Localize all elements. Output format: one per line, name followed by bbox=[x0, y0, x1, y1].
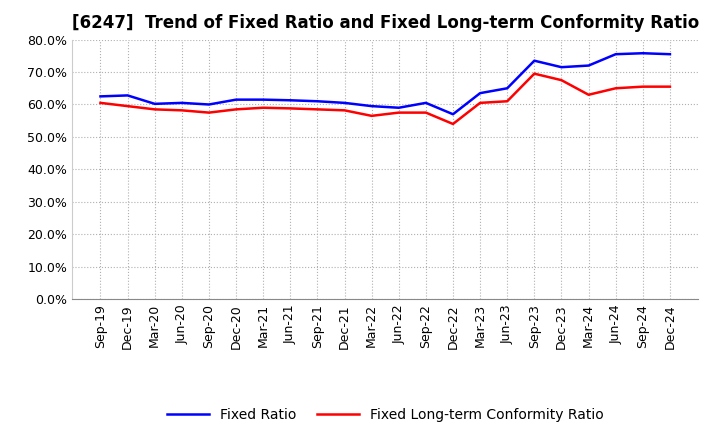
Fixed Long-term Conformity Ratio bbox=[178, 108, 186, 113]
Line: Fixed Ratio: Fixed Ratio bbox=[101, 53, 670, 114]
Title: [6247]  Trend of Fixed Ratio and Fixed Long-term Conformity Ratio: [6247] Trend of Fixed Ratio and Fixed Lo… bbox=[71, 15, 699, 33]
Fixed Long-term Conformity Ratio bbox=[232, 107, 240, 112]
Fixed Ratio bbox=[96, 94, 105, 99]
Fixed Ratio bbox=[611, 51, 620, 57]
Fixed Long-term Conformity Ratio bbox=[639, 84, 647, 89]
Fixed Ratio bbox=[232, 97, 240, 102]
Fixed Long-term Conformity Ratio bbox=[150, 107, 159, 112]
Fixed Ratio bbox=[449, 112, 457, 117]
Fixed Ratio bbox=[367, 103, 376, 109]
Fixed Ratio bbox=[584, 63, 593, 68]
Fixed Long-term Conformity Ratio bbox=[96, 100, 105, 106]
Fixed Long-term Conformity Ratio bbox=[476, 100, 485, 106]
Fixed Ratio bbox=[286, 98, 294, 103]
Fixed Long-term Conformity Ratio bbox=[611, 86, 620, 91]
Line: Fixed Long-term Conformity Ratio: Fixed Long-term Conformity Ratio bbox=[101, 73, 670, 124]
Fixed Long-term Conformity Ratio bbox=[584, 92, 593, 97]
Fixed Ratio bbox=[639, 51, 647, 56]
Fixed Ratio bbox=[503, 86, 511, 91]
Fixed Ratio bbox=[421, 100, 430, 106]
Fixed Ratio bbox=[557, 65, 566, 70]
Fixed Long-term Conformity Ratio bbox=[313, 107, 322, 112]
Fixed Long-term Conformity Ratio bbox=[421, 110, 430, 115]
Fixed Long-term Conformity Ratio bbox=[367, 113, 376, 118]
Fixed Ratio bbox=[476, 91, 485, 96]
Fixed Ratio bbox=[395, 105, 403, 110]
Fixed Ratio bbox=[341, 100, 349, 106]
Fixed Long-term Conformity Ratio bbox=[286, 106, 294, 111]
Fixed Long-term Conformity Ratio bbox=[341, 108, 349, 113]
Fixed Long-term Conformity Ratio bbox=[395, 110, 403, 115]
Fixed Ratio bbox=[123, 93, 132, 98]
Fixed Long-term Conformity Ratio bbox=[665, 84, 674, 89]
Fixed Ratio bbox=[259, 97, 268, 102]
Fixed Ratio bbox=[665, 51, 674, 57]
Fixed Ratio bbox=[313, 99, 322, 104]
Fixed Long-term Conformity Ratio bbox=[204, 110, 213, 115]
Fixed Ratio bbox=[530, 58, 539, 63]
Fixed Long-term Conformity Ratio bbox=[123, 103, 132, 109]
Fixed Long-term Conformity Ratio bbox=[503, 99, 511, 104]
Fixed Ratio bbox=[204, 102, 213, 107]
Legend: Fixed Ratio, Fixed Long-term Conformity Ratio: Fixed Ratio, Fixed Long-term Conformity … bbox=[161, 402, 609, 427]
Fixed Long-term Conformity Ratio bbox=[259, 105, 268, 110]
Fixed Long-term Conformity Ratio bbox=[530, 71, 539, 76]
Fixed Ratio bbox=[150, 101, 159, 106]
Fixed Ratio bbox=[178, 100, 186, 106]
Fixed Long-term Conformity Ratio bbox=[449, 121, 457, 127]
Fixed Long-term Conformity Ratio bbox=[557, 77, 566, 83]
